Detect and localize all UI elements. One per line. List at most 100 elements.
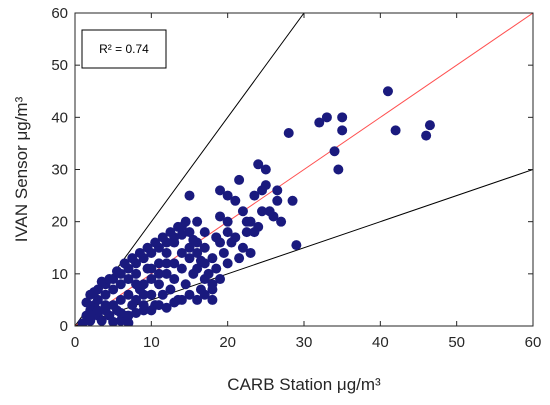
data-point-115 (237, 242, 248, 253)
data-point-128 (192, 263, 203, 274)
x-tick-label-6: 60 (525, 334, 542, 351)
y-tick-label-2: 20 (51, 214, 68, 231)
data-point-125 (169, 258, 180, 269)
data-point-58 (237, 206, 248, 217)
data-point-142 (127, 253, 138, 264)
data-point-30 (153, 258, 164, 269)
data-point-161 (272, 185, 283, 196)
data-point-53 (215, 211, 226, 222)
data-point-145 (150, 237, 161, 248)
data-point-102 (138, 300, 149, 311)
data-point-62 (253, 159, 264, 170)
annotation-text: R² = 0.74 (99, 42, 149, 56)
data-point-57 (234, 174, 245, 185)
data-point-55 (222, 216, 233, 227)
data-point-123 (153, 268, 164, 279)
data-point-118 (115, 307, 126, 318)
data-point-95 (176, 229, 187, 240)
data-point-26 (146, 289, 157, 300)
data-point-158 (249, 227, 260, 238)
data-point-160 (264, 206, 275, 217)
data-point-6 (92, 294, 103, 305)
x-axis-label: CARB Station μg/m³ (227, 375, 381, 394)
data-point-69 (276, 216, 287, 227)
data-point-139 (104, 274, 115, 285)
data-point-59 (241, 227, 252, 238)
data-point-114 (230, 195, 241, 206)
reference-line-1 (75, 13, 533, 326)
data-point-29 (153, 279, 164, 290)
data-point-144 (142, 242, 153, 253)
data-point-101 (131, 307, 142, 318)
data-point-78 (337, 112, 348, 123)
data-point-40 (180, 279, 191, 290)
data-point-155 (226, 237, 237, 248)
data-point-27 (146, 274, 157, 285)
data-point-103 (146, 305, 157, 316)
x-tick-label-3: 30 (296, 334, 313, 351)
data-point-124 (161, 258, 172, 269)
data-point-108 (184, 289, 195, 300)
y-tick-label-4: 40 (51, 109, 68, 126)
data-point-136 (81, 297, 92, 308)
x-axis-ticks: 0 10 20 30 40 50 60 (71, 13, 542, 351)
data-point-106 (169, 297, 180, 308)
data-point-9 (100, 289, 111, 300)
data-point-134 (92, 305, 103, 316)
y-tick-label-1: 10 (51, 266, 68, 283)
data-point-35 (169, 274, 180, 285)
data-point-77 (337, 125, 348, 136)
data-point-147 (165, 227, 176, 238)
data-point-156 (234, 253, 245, 264)
data-point-154 (218, 247, 229, 258)
data-point-143 (134, 247, 145, 258)
data-point-17 (123, 289, 134, 300)
data-point-149 (180, 216, 191, 227)
annotation-box: R² = 0.74 (81, 29, 167, 69)
data-point-113 (222, 258, 233, 269)
y-axis-ticks: 0 10 20 30 40 50 60 (51, 5, 533, 335)
data-point-61 (249, 190, 260, 201)
data-point-138 (96, 276, 107, 287)
data-point-130 (207, 253, 218, 264)
data-point-52 (215, 185, 226, 196)
data-point-12 (108, 284, 119, 295)
data-point-44 (192, 247, 203, 258)
y-tick-label-5: 50 (51, 57, 68, 74)
data-point-72 (291, 240, 302, 251)
data-point-117 (108, 316, 119, 326)
data-point-80 (390, 125, 401, 136)
data-point-60 (245, 247, 256, 258)
data-point-119 (123, 317, 134, 326)
data-point-110 (199, 289, 210, 300)
data-point-152 (203, 268, 214, 279)
data-point-127 (184, 242, 195, 253)
data-point-66 (260, 164, 271, 175)
data-point-132 (222, 227, 233, 238)
data-point-18 (123, 274, 134, 285)
data-point-45 (192, 216, 203, 227)
data-point-32 (161, 268, 172, 279)
data-point-54 (222, 190, 233, 201)
data-point-122 (146, 263, 157, 274)
data-point-14 (115, 294, 126, 305)
x-tick-label-5: 50 (448, 334, 465, 351)
data-point-150 (188, 234, 199, 245)
data-point-75 (329, 146, 340, 157)
data-point-109 (192, 294, 203, 305)
data-point-68 (272, 195, 283, 206)
y-tick-label-3: 30 (51, 162, 68, 179)
data-point-76 (333, 164, 344, 175)
data-point-81 (421, 130, 432, 141)
x-tick-label-1: 10 (143, 334, 160, 351)
data-point-111 (207, 284, 218, 295)
y-tick-label-6: 60 (51, 5, 68, 22)
data-point-21 (131, 268, 142, 279)
data-point-71 (287, 195, 298, 206)
x-tick-label-0: 0 (71, 334, 79, 351)
data-point-99 (115, 315, 126, 326)
data-point-100 (123, 310, 134, 321)
data-point-157 (241, 216, 252, 227)
data-points (77, 86, 435, 326)
